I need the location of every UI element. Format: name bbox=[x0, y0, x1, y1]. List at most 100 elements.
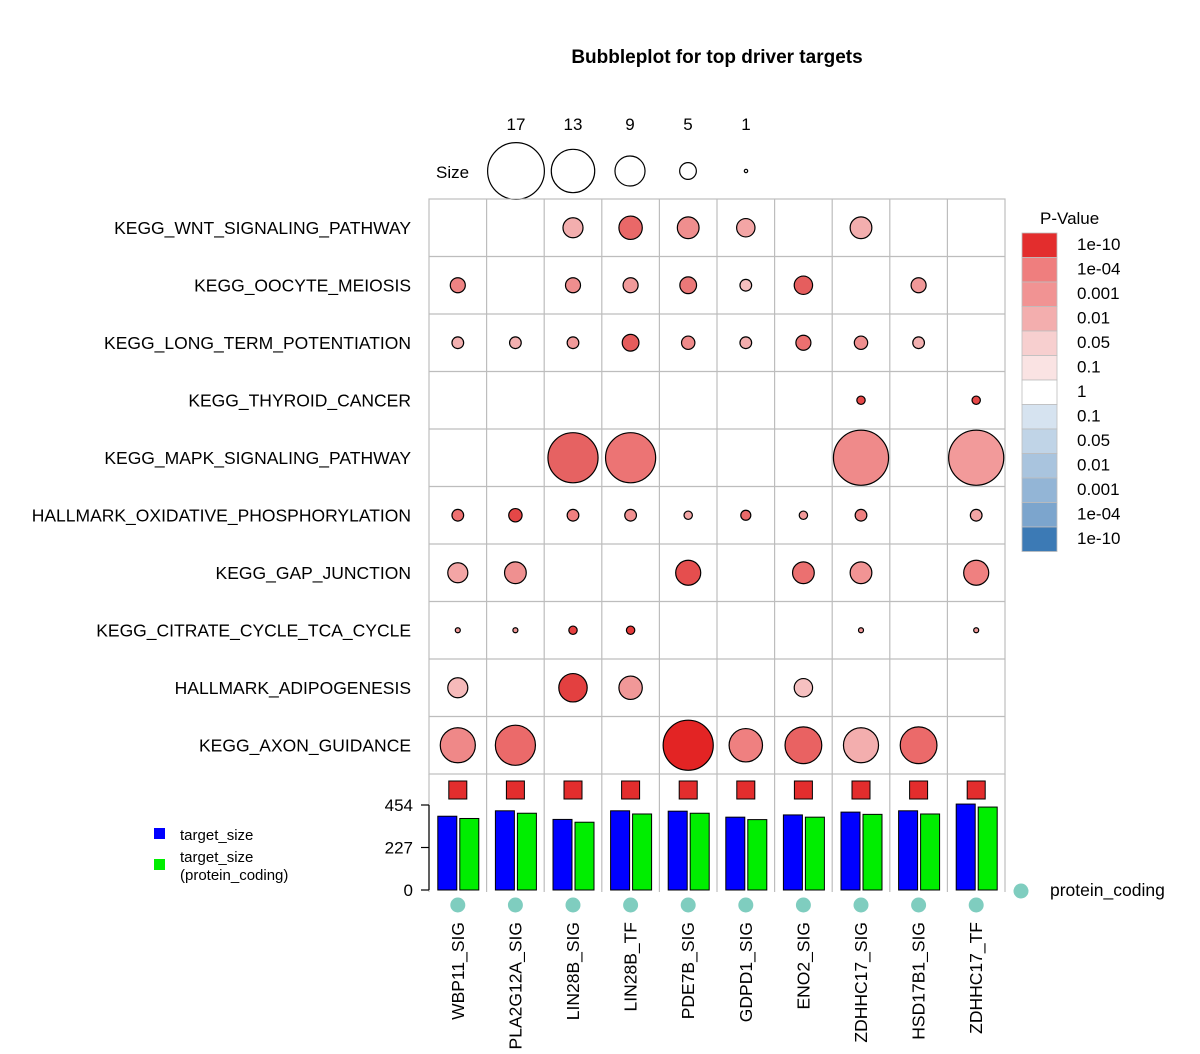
pvalue-legend-swatch bbox=[1021, 526, 1058, 552]
bubble bbox=[618, 675, 643, 701]
driver-type-dot bbox=[795, 897, 811, 913]
size-legend-value: 9 bbox=[625, 115, 634, 134]
driver-type-dot bbox=[565, 897, 581, 913]
bubble bbox=[791, 561, 815, 585]
size-legend-circle bbox=[487, 142, 545, 200]
bubble bbox=[494, 724, 537, 766]
size-legend-circle bbox=[743, 168, 749, 174]
bubble bbox=[566, 508, 580, 522]
bubble bbox=[618, 215, 643, 241]
marker-square bbox=[793, 780, 813, 800]
bar-legend-label: target_size bbox=[180, 849, 253, 866]
driver-label: WBP11_SIG bbox=[448, 922, 469, 1020]
pvalue-legend-label: 0.05 bbox=[1077, 333, 1110, 352]
driver-type-dot bbox=[853, 897, 869, 913]
size-legend-circle bbox=[550, 148, 596, 194]
bubble bbox=[798, 510, 809, 521]
bubble bbox=[449, 277, 466, 294]
bubble bbox=[454, 627, 461, 634]
pvalue-legend-label: 1e-04 bbox=[1077, 260, 1120, 279]
driver-type-dot bbox=[507, 897, 523, 913]
bubble bbox=[948, 429, 1005, 486]
driver-label: ZDHHC17_SIG bbox=[851, 922, 872, 1043]
bar-target-size bbox=[552, 818, 573, 891]
bubble bbox=[739, 336, 753, 350]
pathway-label: KEGG_WNT_SIGNALING_PATHWAY bbox=[114, 218, 411, 239]
bubble bbox=[439, 727, 476, 764]
marker-square bbox=[505, 780, 525, 800]
bubble bbox=[842, 727, 880, 764]
driver-label: LIN28B_SIG bbox=[563, 922, 584, 1020]
bubble bbox=[547, 432, 599, 484]
chart-title: Bubbleplot for top driver targets bbox=[571, 47, 862, 68]
bubble bbox=[856, 395, 866, 406]
bar-legend-label: target_size bbox=[180, 827, 253, 844]
pvalue-legend-swatch bbox=[1021, 502, 1058, 528]
bar-legend-label: (protein_coding) bbox=[180, 867, 288, 884]
driver-label: GDPD1_SIG bbox=[736, 922, 757, 1022]
bubble bbox=[564, 277, 582, 294]
bubble bbox=[568, 625, 578, 636]
pvalue-legend-label: 0.01 bbox=[1077, 309, 1110, 328]
pvalue-legend-swatch bbox=[1021, 379, 1058, 405]
pathway-label: HALLMARK_ADIPOGENESIS bbox=[175, 678, 411, 699]
bubble bbox=[675, 559, 702, 586]
driver-label: ENO2_SIG bbox=[793, 922, 814, 1010]
driver-label: PLA2G12A_SIG bbox=[505, 922, 526, 1049]
pathway-label: KEGG_CITRATE_CYCLE_TCA_CYCLE bbox=[96, 620, 411, 641]
size-legend-circle bbox=[614, 155, 646, 187]
pathway-label: KEGG_LONG_TERM_POTENTIATION bbox=[104, 333, 411, 354]
bubble bbox=[566, 336, 580, 350]
pvalue-legend-label: 0.1 bbox=[1077, 407, 1101, 426]
bubble bbox=[795, 334, 812, 351]
pvalue-legend-swatch bbox=[1021, 330, 1058, 356]
pvalue-legend-label: 0.05 bbox=[1077, 431, 1110, 450]
bar-target-size bbox=[494, 810, 515, 891]
bar-target-size-protein-coding bbox=[516, 812, 537, 891]
marker-square bbox=[678, 780, 698, 800]
pvalue-legend-title: P-Value bbox=[1040, 209, 1099, 228]
bubble bbox=[503, 561, 527, 585]
bar-legend-swatch-protein-coding bbox=[154, 859, 165, 870]
bubble bbox=[622, 277, 639, 294]
marker-square bbox=[966, 780, 986, 800]
bubble bbox=[963, 559, 990, 586]
pathway-label: KEGG_AXON_GUIDANCE bbox=[199, 735, 411, 756]
bar-y-tick-label: 0 bbox=[404, 881, 413, 900]
pvalue-legend-swatch bbox=[1021, 404, 1058, 430]
pvalue-legend-swatch bbox=[1021, 257, 1058, 283]
bubble bbox=[447, 677, 469, 699]
driver-type-dot bbox=[680, 897, 696, 913]
bubble bbox=[912, 336, 926, 350]
driver-type-dot bbox=[911, 897, 927, 913]
bubble bbox=[740, 509, 752, 521]
bubble bbox=[662, 719, 714, 771]
bar-target-size bbox=[437, 815, 458, 891]
bar-target-size bbox=[725, 816, 746, 891]
driver-label: HSD17B1_SIG bbox=[909, 922, 930, 1040]
driver-type-legend-dot bbox=[1013, 883, 1029, 899]
pathway-label: KEGG_THYROID_CANCER bbox=[188, 390, 411, 411]
bubble bbox=[683, 510, 693, 521]
marker-square bbox=[736, 780, 756, 800]
bar-target-size bbox=[898, 810, 919, 891]
bubble bbox=[604, 432, 657, 484]
size-legend: Size 17 13 9 5 1 bbox=[436, 115, 751, 200]
bar-panel: 0 227 454 bbox=[385, 796, 998, 900]
bubble bbox=[739, 278, 753, 292]
pvalue-legend-swatch bbox=[1021, 355, 1058, 381]
bar-target-size-protein-coding bbox=[920, 813, 941, 891]
pvalue-legend-swatch bbox=[1021, 281, 1058, 307]
bubble bbox=[910, 277, 927, 294]
driver-type-dot bbox=[968, 897, 984, 913]
driver-labels: WBP11_SIG PLA2G12A_SIG LIN28B_SIG LIN28B_TF… bbox=[448, 880, 1165, 1049]
driver-type-legend-label: protein_coding bbox=[1050, 880, 1165, 901]
bubble bbox=[621, 333, 640, 352]
bar-target-size-protein-coding bbox=[862, 813, 883, 891]
driver-type-dot bbox=[623, 897, 639, 913]
pvalue-legend-label: 0.01 bbox=[1077, 456, 1110, 475]
driver-label: ZDHHC17_TF bbox=[966, 922, 987, 1034]
bar-target-size-protein-coding bbox=[459, 817, 480, 891]
driver-label: PDE7B_SIG bbox=[678, 922, 699, 1019]
